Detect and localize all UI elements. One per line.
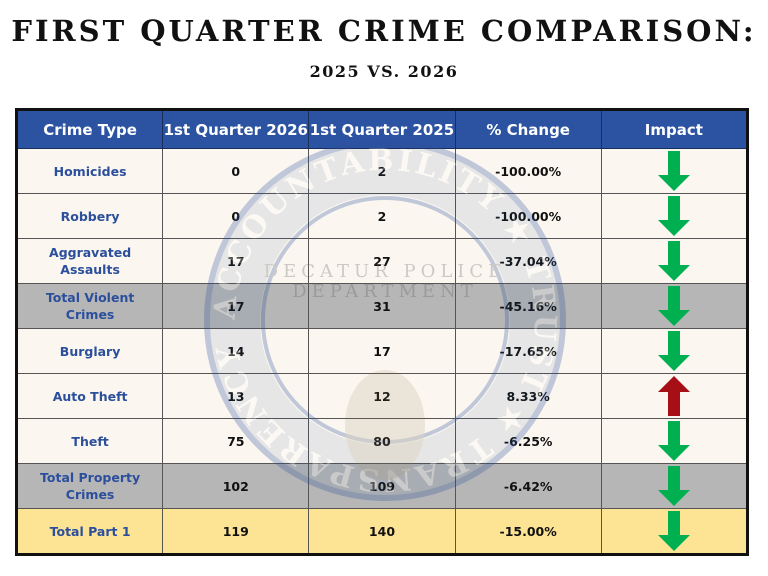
crime-comparison-table: Crime Type 1st Quarter 2026 1st Quarter … [15,108,749,556]
header-change: % Change [454,109,602,149]
impact-cell [600,418,749,464]
q2026-cell: 0 [162,193,310,239]
arrow-down-icon [657,286,690,326]
header-impact: Impact [600,109,749,149]
crime-type-cell: Homicides [15,148,164,194]
q2026-cell: 75 [162,418,310,464]
crime-type-cell: Burglary [15,328,164,374]
header-crime-type: Crime Type [15,109,164,149]
q2025-cell: 27 [308,238,456,284]
change-cell: -37.04% [454,238,602,284]
arrow-down-icon [657,511,690,551]
q2026-cell: 17 [162,238,310,284]
impact-cell [600,148,749,194]
q2025-cell: 140 [308,508,456,555]
impact-cell [600,508,749,555]
crime-type-cell: Auto Theft [15,373,164,419]
change-cell: -6.25% [454,418,602,464]
header-q2025: 1st Quarter 2025 [308,109,456,149]
arrow-down-icon [657,151,690,191]
table-row: Total Property Crimes 102 109 -6.42% [15,463,749,509]
crime-type-cell: Total Property Crimes [15,463,164,509]
crime-type-cell: Aggravated Assaults [15,238,164,284]
q2026-cell: 0 [162,148,310,194]
q2026-cell: 13 [162,373,310,419]
q2025-cell: 12 [308,373,456,419]
table-header-row: Crime Type 1st Quarter 2026 1st Quarter … [15,109,749,149]
q2026-cell: 102 [162,463,310,509]
change-cell: -100.00% [454,148,602,194]
crime-type-cell: Theft [15,418,164,464]
table-row: Robbery 0 2 -100.00% [15,193,749,239]
impact-cell [600,463,749,509]
impact-cell [600,238,749,284]
table-row: Total Violent Crimes 17 31 -45.16% [15,283,749,329]
page-title: FIRST QUARTER CRIME COMPARISON: [11,14,757,48]
q2025-cell: 2 [308,193,456,239]
change-cell: -45.16% [454,283,602,329]
arrow-down-icon [657,196,690,236]
q2025-cell: 109 [308,463,456,509]
arrow-down-icon [657,421,690,461]
crime-type-cell: Robbery [15,193,164,239]
table-row: Theft 75 80 -6.25% [15,418,749,464]
crime-type-cell: Total Part 1 [15,508,164,555]
q2026-cell: 14 [162,328,310,374]
impact-cell [600,328,749,374]
q2026-cell: 17 [162,283,310,329]
table-row: Burglary 14 17 -17.65% [15,328,749,374]
arrow-down-icon [657,241,690,281]
table-row: Total Part 1 119 140 -15.00% [15,508,749,555]
header-q2026: 1st Quarter 2026 [162,109,310,149]
impact-cell [600,373,749,419]
change-cell: -17.65% [454,328,602,374]
page-subtitle: 2025 VS. 2026 [309,62,459,81]
change-cell: -15.00% [454,508,602,555]
q2025-cell: 2 [308,148,456,194]
arrow-up-icon [657,376,690,416]
crime-type-cell: Total Violent Crimes [15,283,164,329]
change-cell: 8.33% [454,373,602,419]
q2025-cell: 31 [308,283,456,329]
q2025-cell: 17 [308,328,456,374]
table-row: Auto Theft 13 12 8.33% [15,373,749,419]
impact-cell [600,193,749,239]
q2026-cell: 119 [162,508,310,555]
table-row: Homicides 0 2 -100.00% [15,148,749,194]
arrow-down-icon [657,331,690,371]
change-cell: -6.42% [454,463,602,509]
q2025-cell: 80 [308,418,456,464]
arrow-down-icon [657,466,690,506]
change-cell: -100.00% [454,193,602,239]
impact-cell [600,283,749,329]
table-row: Aggravated Assaults 17 27 -37.04% [15,238,749,284]
